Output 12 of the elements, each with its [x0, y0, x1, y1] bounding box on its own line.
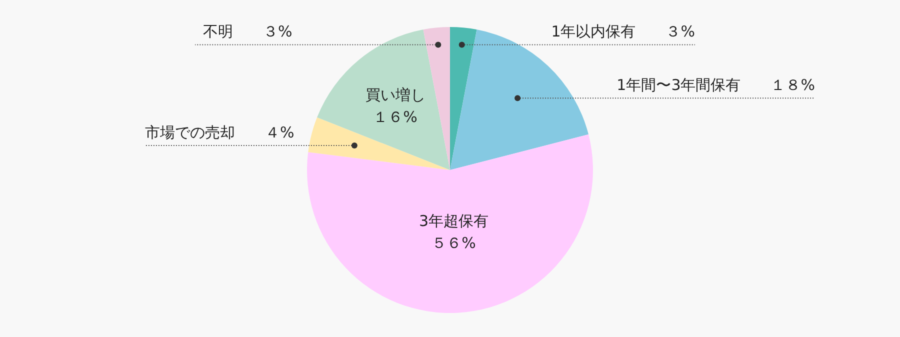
pie-slice — [450, 27, 477, 170]
slice-label: 市場での売却 ４% — [145, 123, 294, 142]
slice-label: 1年以内保有 ３% — [551, 22, 695, 41]
pie-slice — [307, 134, 593, 313]
slice-label: 1年間〜3年間保有 １８% — [616, 76, 815, 94]
pie-slice — [423, 27, 450, 170]
slice-label: 不明 ３% — [203, 22, 292, 41]
slice-label: 買い増し — [365, 86, 426, 104]
data-label: ５６% — [432, 234, 476, 252]
data-label: １６% — [373, 108, 418, 126]
slice-label: 3年超保有 — [419, 212, 489, 230]
pie-slice — [317, 30, 450, 170]
